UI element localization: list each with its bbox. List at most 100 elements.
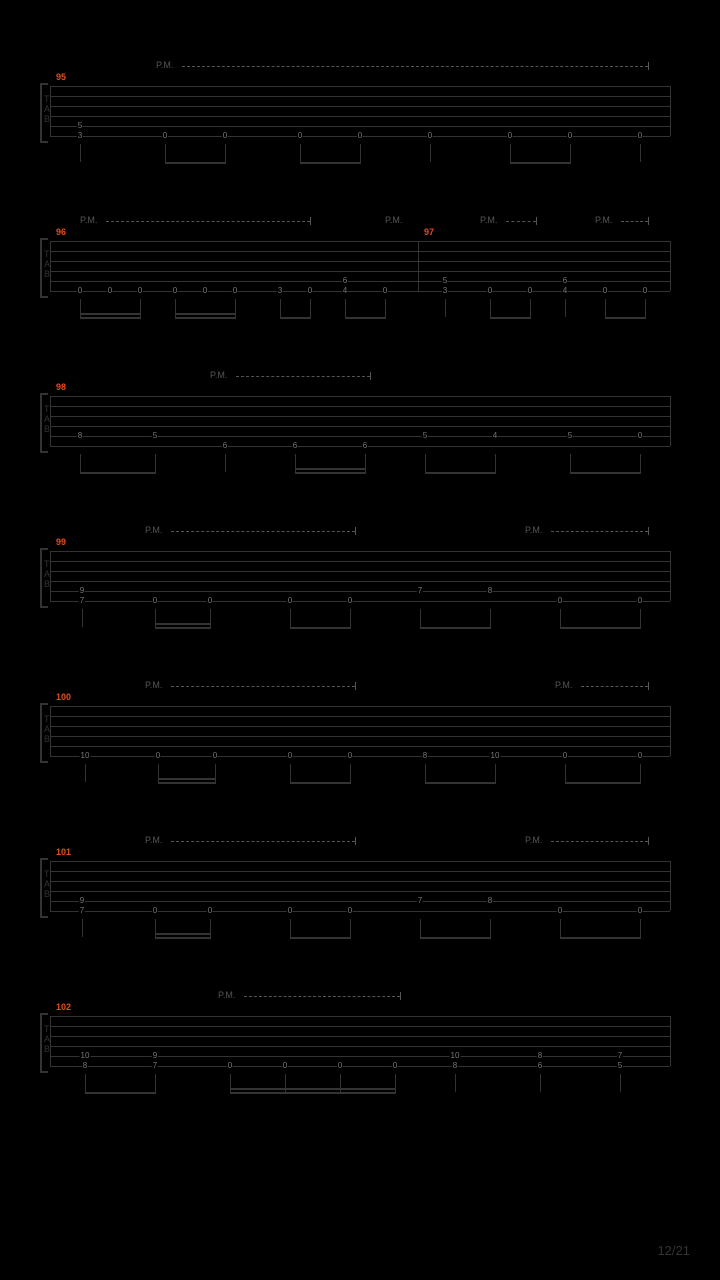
- tab-note: 0: [347, 907, 353, 915]
- tab-note: 9: [79, 897, 85, 905]
- tab-system: P.M.102TAB1089700001088675: [0, 990, 720, 1120]
- stem: [495, 454, 496, 472]
- tab-note: 0: [232, 287, 238, 295]
- tab-note: 0: [207, 597, 213, 605]
- staff-line: [50, 261, 670, 262]
- tab-note: 5: [617, 1062, 623, 1070]
- pm-label: P.M.: [480, 215, 497, 225]
- tab-note: 0: [162, 132, 168, 140]
- staff-line: [50, 726, 670, 727]
- tab-note: 6: [562, 277, 568, 285]
- stem: [80, 454, 81, 472]
- stem: [155, 454, 156, 472]
- pm-label: P.M.: [385, 215, 402, 225]
- tab-note: 5: [77, 122, 83, 130]
- tab-note: 0: [487, 287, 493, 295]
- staff-wrap: 100TAB10000081000: [0, 706, 720, 796]
- pm-dash: [551, 531, 648, 532]
- beam-secondary: [155, 623, 211, 625]
- tab-note: 0: [212, 752, 218, 760]
- stem: [565, 299, 566, 317]
- measure-number: 99: [56, 537, 66, 547]
- stem: [290, 764, 291, 782]
- tab-note: 7: [79, 597, 85, 605]
- stem: [510, 144, 511, 162]
- staff-line: [50, 426, 670, 427]
- tab-note: 0: [337, 1062, 343, 1070]
- stem: [350, 919, 351, 937]
- pm-label: P.M.: [145, 835, 162, 845]
- tab-note: 0: [282, 1062, 288, 1070]
- staff-line: [50, 281, 670, 282]
- pm-dash: [236, 376, 370, 377]
- tab-note: 9: [79, 587, 85, 595]
- stem: [85, 764, 86, 782]
- tab-note: 0: [637, 432, 643, 440]
- beam: [345, 317, 386, 319]
- tab-note: 7: [79, 907, 85, 915]
- measure-number: 95: [56, 72, 66, 82]
- stem: [570, 454, 571, 472]
- barline: [50, 396, 51, 446]
- tab-note: 0: [222, 132, 228, 140]
- staff-line: [50, 241, 670, 242]
- beam-secondary: [175, 313, 236, 315]
- tab-note: 0: [172, 287, 178, 295]
- staff-line: [50, 581, 670, 582]
- tab-page: 12/21 P.M.95TAB5300000000P.M.P.M.P.M.P.M…: [0, 0, 720, 1280]
- beam: [420, 627, 491, 629]
- pm-label: P.M.: [555, 680, 572, 690]
- staff-line: [50, 871, 670, 872]
- staff-line: [50, 436, 670, 437]
- pm-dash: [171, 686, 355, 687]
- staff-wrap: 102TAB1089700001088675: [0, 1016, 720, 1106]
- tab-note: 8: [537, 1052, 543, 1060]
- stem: [310, 299, 311, 317]
- tab-note: 7: [417, 897, 423, 905]
- tab-note: 0: [602, 287, 608, 295]
- tab-note: 6: [342, 277, 348, 285]
- barline: [50, 86, 51, 136]
- pm-dash: [171, 841, 355, 842]
- tab-note: 8: [82, 1062, 88, 1070]
- tab-note: 8: [77, 432, 83, 440]
- beam: [570, 472, 641, 474]
- tab-note: 0: [297, 132, 303, 140]
- staff-line: [50, 86, 670, 87]
- beam: [158, 782, 216, 784]
- tab-note: 4: [342, 287, 348, 295]
- barline: [50, 241, 51, 291]
- tab-note: 0: [155, 752, 161, 760]
- stem: [385, 299, 386, 317]
- stem: [80, 144, 81, 162]
- tab-system: P.M.P.M.101TAB9700007800: [0, 835, 720, 965]
- tab-system: P.M.95TAB5300000000: [0, 60, 720, 190]
- tab-note: 0: [207, 907, 213, 915]
- measure-number: 102: [56, 1002, 71, 1012]
- tab-note: 0: [347, 597, 353, 605]
- tab-note: 4: [562, 287, 568, 295]
- stem: [425, 764, 426, 782]
- pm-end: [310, 217, 311, 225]
- pm-label: P.M.: [145, 680, 162, 690]
- pm-end: [536, 217, 537, 225]
- stem: [455, 1074, 456, 1092]
- barline: [50, 1016, 51, 1066]
- pm-dash: [182, 66, 648, 67]
- staff-wrap: 101TAB9700007800: [0, 861, 720, 951]
- pm-label: P.M.: [145, 525, 162, 535]
- stem: [445, 299, 446, 317]
- beam: [425, 472, 496, 474]
- beam: [290, 782, 351, 784]
- stem: [565, 764, 566, 782]
- stem: [620, 1074, 621, 1092]
- stem: [560, 919, 561, 937]
- stem: [540, 1074, 541, 1092]
- tab-note: 5: [422, 432, 428, 440]
- barline: [670, 861, 671, 911]
- staff: [50, 396, 670, 446]
- tab-note: 0: [77, 287, 83, 295]
- beam: [175, 317, 236, 319]
- tab-note: 0: [642, 287, 648, 295]
- staff-line: [50, 756, 670, 757]
